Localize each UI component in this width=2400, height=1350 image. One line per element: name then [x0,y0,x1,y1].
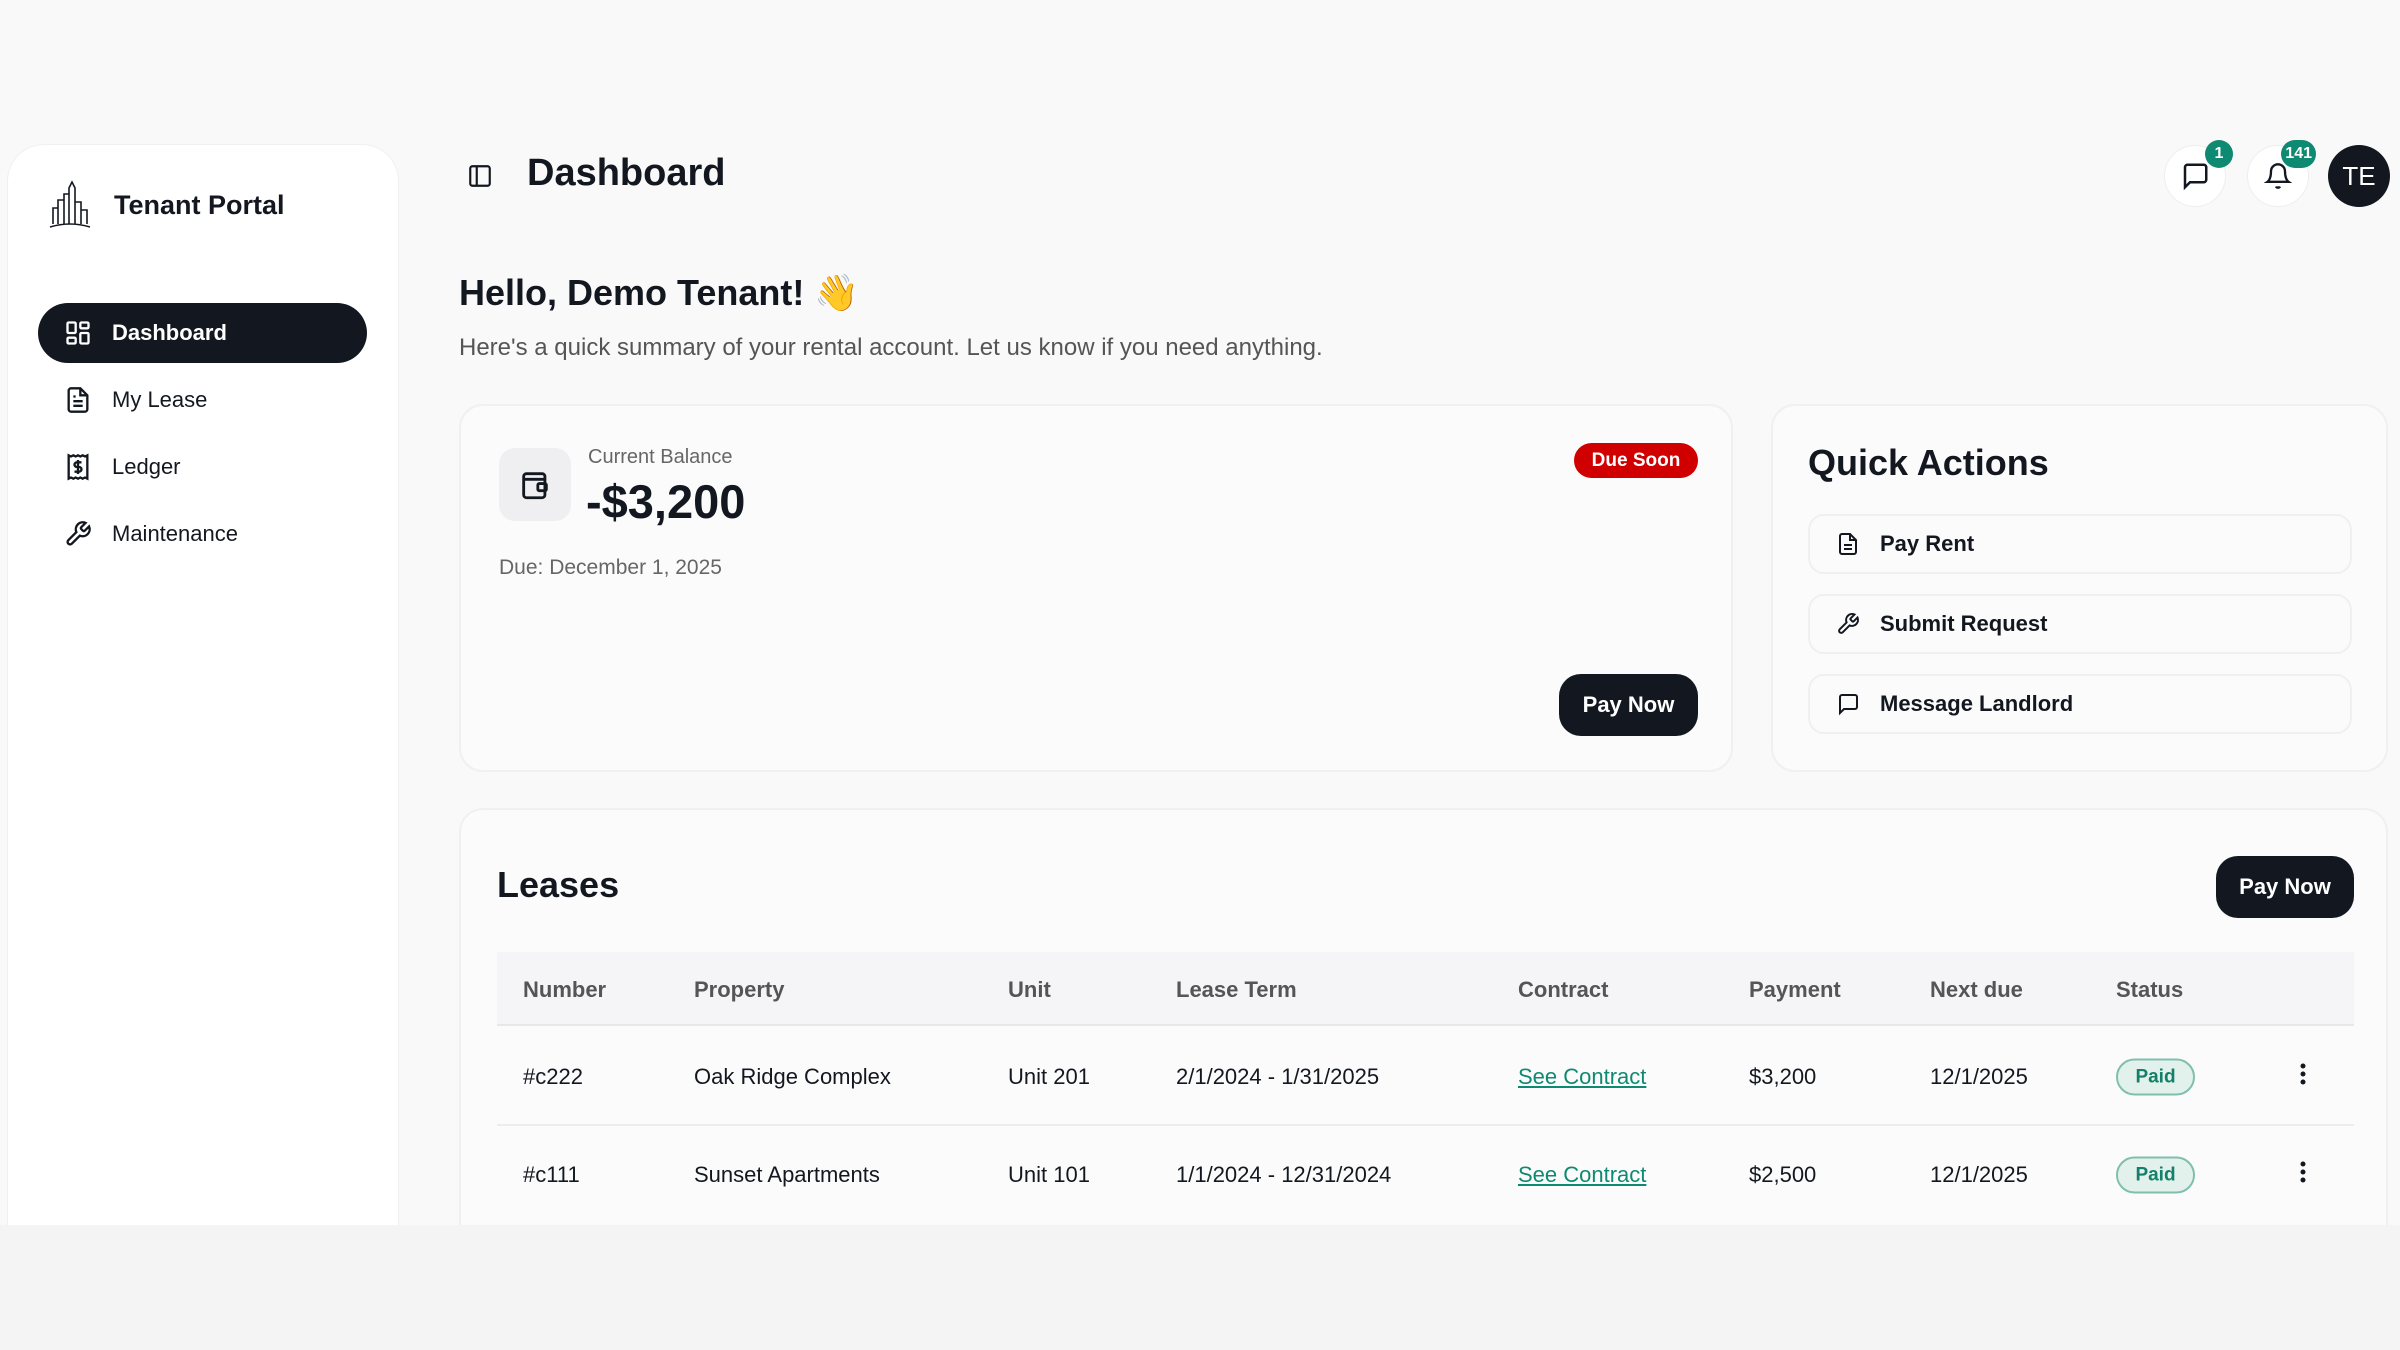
messages-count-badge: 1 [2205,140,2233,168]
balance-card: Current Balance -$3,200 Due: December 1,… [459,404,1733,772]
cell-term: 1/1/2024 - 12/31/2024 [1176,1162,1392,1187]
row-divider [497,1124,2354,1126]
sidebar-item-ledger[interactable]: Ledger [38,437,367,497]
sidebar-item-label: Ledger [112,454,181,479]
see-contract-link[interactable]: See Contract [1518,1162,1647,1187]
cell-property: Sunset Apartments [694,1162,880,1187]
sidebar-item-maintenance[interactable]: Maintenance [38,504,367,564]
leases-card: Leases Pay Now Number Property Unit Lease T… [459,808,2388,1258]
sidebar-item-my-lease[interactable]: My Lease [38,370,367,430]
page-title: Dashboard [527,152,726,194]
brand-name: Tenant Portal [114,189,285,220]
submit-request-label: Submit Request [1880,611,2048,636]
leases-title: Leases [497,864,620,905]
user-avatar[interactable]: TE [2328,145,2390,207]
document-icon [67,387,89,413]
message-landlord-label: Message Landlord [1880,691,2074,716]
cell-next-due: 12/1/2025 [1930,1162,2028,1187]
column-header: Contract [1518,977,1609,1002]
sidebar-item-label: My Lease [112,387,208,412]
column-header: Payment [1749,977,1841,1002]
pay-rent-button[interactable]: Pay Rent [1808,514,2352,574]
wrench-icon [1838,613,1859,634]
document-icon [1839,533,1857,555]
column-header: Lease Term [1176,977,1297,1002]
cell-payment: $3,200 [1749,1064,1817,1089]
status-badge: Paid [2116,1058,2195,1096]
message-icon [1839,694,1858,716]
cell-unit: Unit 201 [1008,1064,1090,1089]
notifications-count-badge: 141 [2281,140,2316,168]
sidebar-toggle-icon[interactable] [467,163,493,189]
balance-due-date: Due: December 1, 2025 [499,556,722,579]
sidebar-item-dashboard[interactable]: Dashboard [38,303,367,363]
cell-property: Oak Ridge Complex [694,1064,891,1089]
brand: Tenant Portal [46,180,285,230]
bell-icon [2264,163,2292,189]
message-icon [2183,163,2208,191]
cell-unit: Unit 101 [1008,1162,1090,1187]
wallet-icon [522,471,548,499]
building-logo-icon [49,180,91,228]
wrench-icon [66,521,91,546]
balance-amount: -$3,200 [586,475,746,528]
submit-request-button[interactable]: Submit Request [1808,594,2352,654]
row-actions-kebab-icon[interactable] [2299,1062,2307,1092]
cell-next-due: 12/1/2025 [1930,1064,2028,1089]
cell-term: 2/1/2024 - 1/31/2025 [1176,1064,1380,1089]
table-header [497,952,2354,1026]
greeting-subtitle: Here's a quick summary of your rental ac… [459,334,1323,361]
messages-button[interactable]: 1 [2164,140,2233,207]
cell-payment: $2,500 [1749,1162,1817,1187]
pay-now-button[interactable]: Pay Now [1559,674,1698,736]
cell-number: #c111 [523,1162,580,1187]
column-header: Next due [1930,977,2023,1002]
receipt-dollar-icon [67,453,89,481]
pay-rent-label: Pay Rent [1880,531,1975,556]
quick-actions-title: Quick Actions [1808,442,2049,483]
see-contract-link[interactable]: See Contract [1518,1064,1647,1089]
sidebar-item-label: Maintenance [112,521,238,546]
column-header: Number [523,977,607,1002]
column-header: Status [2116,977,2184,1002]
quick-actions-card: Quick Actions Pay Rent Submit Request Me… [1771,404,2388,772]
page-footer-cover [0,1225,2400,1350]
leases-pay-now-button[interactable]: Pay Now [2216,856,2354,918]
due-soon-badge: Due Soon [1574,443,1698,478]
notifications-button[interactable]: 141 [2247,140,2316,207]
dashboard-grid-icon [66,321,90,345]
wallet-icon-box [499,448,571,521]
column-header: Property [694,977,785,1002]
message-landlord-button[interactable]: Message Landlord [1808,674,2352,734]
greeting-title: Hello, Demo Tenant! 👋 [459,272,860,313]
sidebar-item-label: Dashboard [112,320,227,345]
column-header: Unit [1008,977,1051,1002]
row-actions-kebab-icon[interactable] [2299,1160,2307,1190]
status-badge: Paid [2116,1156,2195,1194]
cell-number: #c222 [523,1064,583,1089]
balance-label: Current Balance [588,446,733,468]
